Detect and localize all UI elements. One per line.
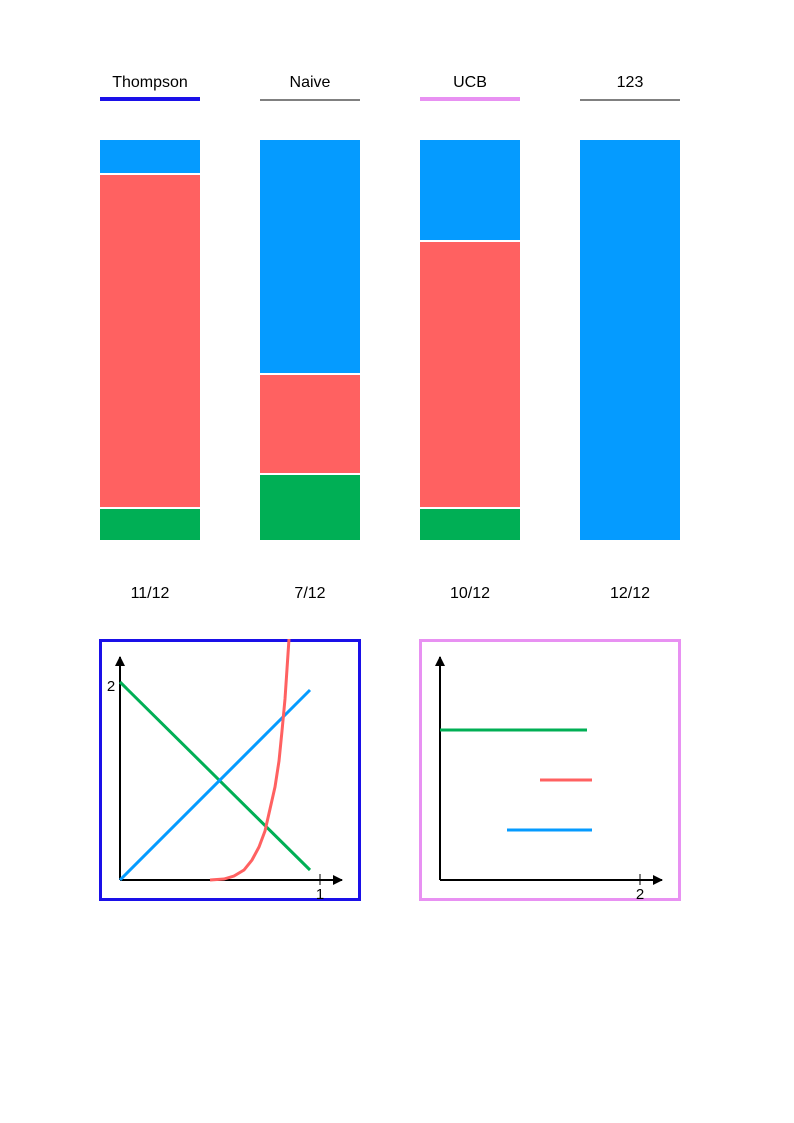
underline-thompson — [100, 97, 200, 101]
thompson-plot: 1 2 — [107, 639, 343, 901]
underline-ucb — [420, 97, 520, 101]
x-tick-label: 1 — [316, 886, 324, 901]
underline-naive — [260, 99, 360, 101]
blue-line — [118, 688, 312, 882]
underline-123 — [580, 99, 680, 101]
ucb-panel: 2 — [419, 639, 681, 901]
bar-segment-red — [420, 240, 520, 507]
bar-segment-green — [420, 507, 520, 540]
column-title-ucb: UCB — [453, 74, 487, 91]
bar-segment-blue — [420, 140, 520, 240]
ucb-plot: 2 — [435, 656, 663, 901]
stacked-bar-naive — [260, 140, 360, 540]
stacked-bar-ucb — [420, 140, 520, 540]
thompson-panel: 1 2 — [99, 639, 361, 901]
red-curve — [209, 639, 291, 882]
score-ucb: 10/12 — [449, 585, 491, 602]
column-title-123: 123 — [616, 74, 644, 91]
x-tick-label: 2 — [636, 886, 644, 901]
green-line — [118, 680, 312, 872]
bar-segment-blue — [260, 140, 360, 373]
bar-segment-green — [100, 507, 200, 540]
bar-segment-green — [260, 473, 360, 540]
stacked-bar-123 — [580, 140, 680, 540]
bar-segment-red — [260, 373, 360, 473]
score-naive: 7/12 — [294, 585, 326, 602]
bar-segment-blue — [580, 140, 680, 540]
column-title-thompson: Thompson — [112, 74, 188, 91]
score-thompson: 11/12 — [130, 585, 170, 602]
stacked-bar-thompson — [100, 140, 200, 540]
y-tick-label: 2 — [107, 678, 115, 695]
bar-segment-red — [100, 173, 200, 507]
column-title-naive: Naive — [289, 74, 331, 91]
bar-segment-blue — [100, 140, 200, 173]
score-123: 12/12 — [609, 585, 651, 602]
